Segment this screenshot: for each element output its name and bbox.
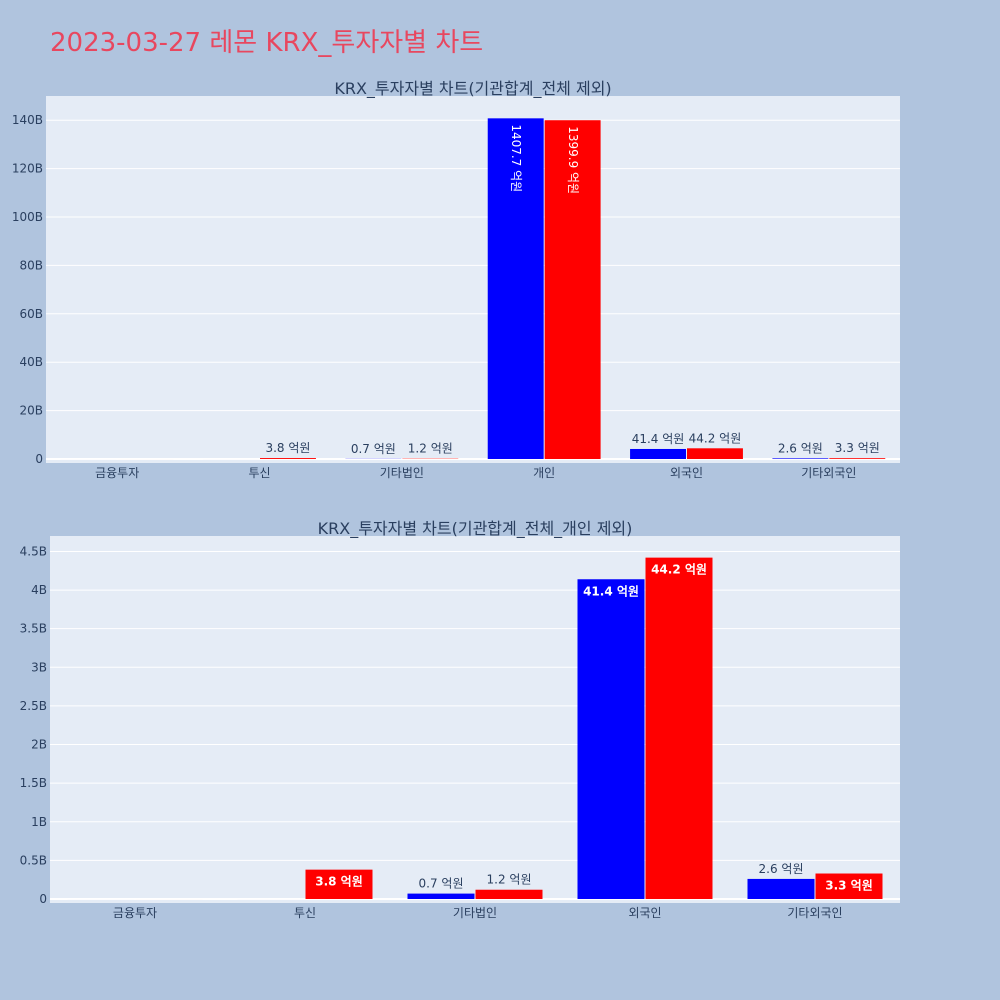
data-label: 41.4 억원 (583, 584, 639, 598)
bar (829, 458, 886, 459)
bar (772, 458, 829, 459)
y-tick-label: 0.5B (20, 853, 47, 867)
y-tick-label: 80B (19, 258, 43, 272)
x-tick-label: 외국인 (628, 906, 661, 920)
y-tick-label: 60B (19, 307, 43, 321)
y-tick-label: 1.5B (20, 776, 47, 790)
data-label: 2.6 억원 (778, 441, 823, 455)
data-label: 1399.9 억원 (566, 126, 580, 194)
x-tick-label: 기타외국인 (801, 466, 856, 480)
bar (544, 120, 601, 460)
x-tick-label: 금융투자 (95, 466, 139, 480)
y-tick-label: 4.5B (20, 544, 47, 558)
page-title: 2023-03-27 레몬 KRX_투자자별 차트 (50, 28, 484, 58)
data-label: 3.8 억원 (315, 875, 363, 889)
y-tick-label: 120B (12, 162, 43, 176)
bar (630, 448, 686, 459)
data-label: 2.6 억원 (759, 862, 804, 876)
y-tick-label: 1B (31, 815, 47, 829)
y-tick-label: 0 (35, 452, 43, 466)
data-label: 44.2 억원 (651, 563, 707, 577)
x-tick-label: 개인 (533, 466, 555, 480)
x-tick-label: 외국인 (670, 466, 703, 480)
x-tick-label: 기타법인 (380, 466, 424, 480)
bar (645, 557, 713, 899)
x-tick-label: 금융투자 (113, 906, 157, 920)
bar (577, 579, 645, 899)
y-tick-label: 20B (19, 404, 43, 418)
data-label: 3.3 억원 (835, 441, 880, 455)
y-tick-label: 100B (12, 210, 43, 224)
data-label: 1.2 억원 (487, 873, 532, 887)
x-tick-label: 투신 (248, 466, 270, 480)
bar (260, 458, 316, 459)
x-tick-label: 기타법인 (453, 906, 497, 920)
plot-area (46, 96, 900, 463)
data-label: 3.8 억원 (265, 441, 310, 455)
chart-bottom: KRX_투자자별 차트(기관합계_전체_개인 제외) 0 0.5B 1B 1.5B 2B 2… (20, 519, 900, 920)
y-tick-label: 2.5B (20, 699, 47, 713)
y-tick-label: 4B (31, 583, 47, 597)
data-label: 41.4 억원 (632, 432, 685, 446)
data-label: 0.7 억원 (351, 442, 396, 456)
data-label: 3.3 억원 (825, 879, 873, 893)
bar (815, 873, 883, 899)
y-tick-label: 3.5B (20, 622, 47, 636)
data-label: 44.2 억원 (689, 431, 742, 445)
bar (305, 869, 373, 899)
chart-title: KRX_투자자별 차트(기관합계_전체_개인 제외) (318, 519, 633, 539)
data-label: 1.2 억원 (408, 442, 453, 456)
bar (407, 893, 475, 899)
bar (487, 118, 544, 459)
plot-area (50, 536, 900, 903)
x-tick-label: 기타외국인 (787, 906, 842, 920)
y-tick-label: 0 (39, 892, 47, 906)
chart-top: KRX_투자자별 차트(기관합계_전체 제외) 0 20B 40B 60B 80B 100B… (12, 79, 900, 480)
y-tick-label: 2B (31, 738, 47, 752)
bar (747, 878, 815, 899)
x-tick-label: 투신 (294, 906, 316, 920)
bar (475, 889, 543, 899)
y-tick-label: 3B (31, 660, 47, 674)
chart-title: KRX_투자자별 차트(기관합계_전체 제외) (334, 79, 611, 99)
y-tick-label: 140B (12, 113, 43, 127)
data-label: 1407.7 억원 (509, 124, 523, 192)
data-label: 0.7 억원 (419, 877, 464, 891)
y-tick-label: 40B (19, 355, 43, 369)
bar (687, 448, 743, 459)
